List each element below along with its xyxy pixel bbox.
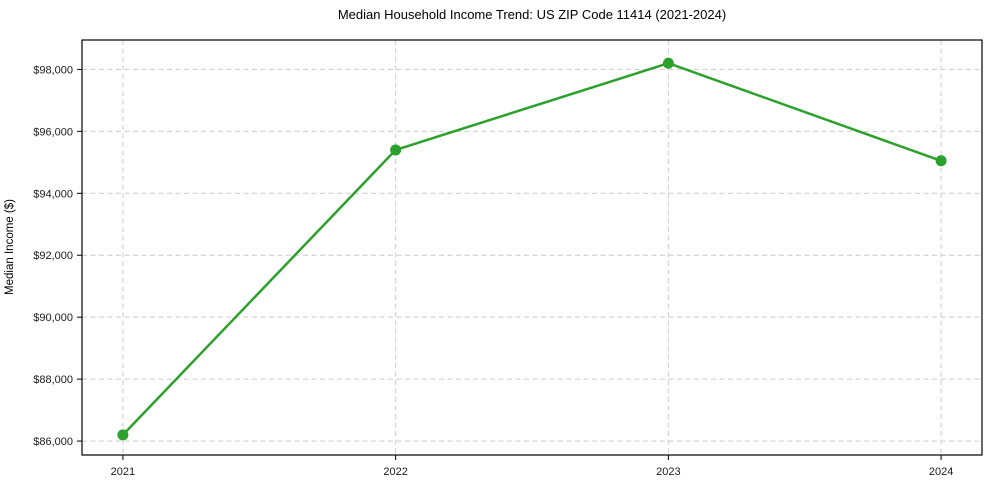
y-tick-label: $98,000 (33, 64, 73, 76)
trend-line (121, 61, 943, 437)
data-point-marker (662, 57, 674, 69)
x-tick-label: 2023 (656, 466, 680, 478)
chart-title: Median Household Income Trend: US ZIP Co… (337, 7, 727, 22)
x-tick-label: 2024 (929, 466, 953, 478)
x-tick-label: 2021 (111, 466, 135, 478)
plot-border (81, 39, 983, 456)
y-tick-label: $90,000 (33, 312, 73, 324)
y-tick-label: $94,000 (33, 188, 73, 200)
data-point-marker (390, 144, 402, 156)
y-tick-label: $92,000 (33, 250, 73, 262)
y-tick-label: $88,000 (33, 374, 73, 386)
data-point-marker (117, 429, 129, 441)
x-tick-label: 2022 (383, 466, 407, 478)
y-tick-label: $86,000 (33, 436, 73, 448)
y-tick-label: $96,000 (33, 126, 73, 138)
data-point-marker (935, 155, 947, 167)
